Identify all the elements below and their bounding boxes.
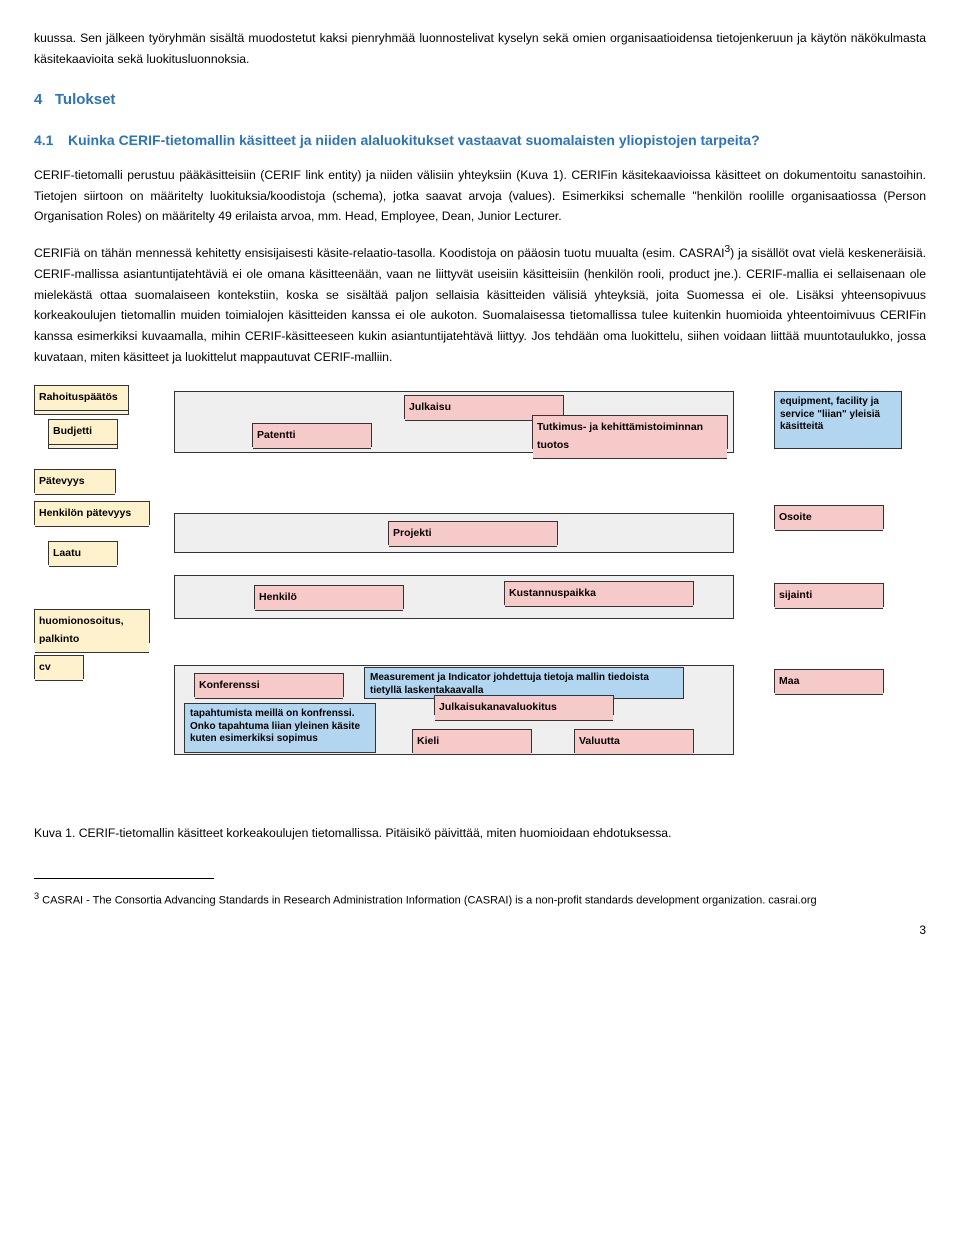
diagram-box-patentti: Patentti	[252, 423, 372, 447]
paragraph-2: CERIF-tietomalli perustuu pääkäsitteisii…	[34, 165, 926, 227]
paragraph-3: CERIFiä on tähän mennessä kehitetty ensi…	[34, 241, 926, 367]
heading-main: 4 Tulokset	[34, 87, 926, 113]
heading-main-num: 4	[34, 91, 42, 108]
page-number: 3	[34, 920, 926, 940]
figure-caption: Kuva 1. CERIF-tietomallin käsitteet kork…	[34, 823, 926, 844]
heading-sub: 4.1 Kuinka CERIF-tietomallin käsitteet j…	[34, 129, 926, 153]
footnote-text: CASRAI - The Consortia Advancing Standar…	[39, 895, 817, 907]
diagram-box-julkaisukanava: Julkaisukanavaluokitus	[434, 695, 614, 715]
diagram-box-henkpatevyys: Henkilön pätevyys	[34, 501, 150, 525]
diagram-box-osoite: Osoite	[774, 505, 884, 529]
diagram-box-projekti: Projekti	[388, 521, 558, 545]
paragraph-3b: ) ja sisällöt ovat vielä keskeneräisiä. …	[34, 246, 926, 364]
heading-sub-num: 4.1	[34, 129, 68, 153]
diagram-box-budjetti: Budjetti	[48, 419, 118, 449]
diagram-box-patevyys: Pätevyys	[34, 469, 116, 493]
footnote-rule	[34, 878, 214, 879]
diagram-box-kieli: Kieli	[412, 729, 532, 753]
diagram-box-huomio: huomionosoitus, palkinto	[34, 609, 150, 643]
heading-sub-text: Kuinka CERIF-tietomallin käsitteet ja ni…	[68, 129, 926, 153]
diagram-box-laatu: Laatu	[48, 541, 118, 565]
diagram-box-maa: Maa	[774, 669, 884, 693]
diagram-box-henkilo: Henkilö	[254, 585, 404, 609]
diagram-box-cv: cv	[34, 655, 84, 679]
diagram-box-valuutta: Valuutta	[574, 729, 694, 753]
diagram-box-kustannus: Kustannuspaikka	[504, 581, 694, 605]
diagram-box-sijainti: sijainti	[774, 583, 884, 607]
heading-main-text: Tulokset	[55, 91, 116, 108]
diagram-box-konferenssi: Konferenssi	[194, 673, 344, 697]
diagram-box-rahoituspaatos: Rahoituspäätös	[34, 385, 129, 415]
cerif-diagram: RahoituspäätösBudjettiJulkaisuPatenttiTu…	[34, 385, 924, 805]
diagram-box-tapahtumista: tapahtumista meillä on konfrenssi. Onko …	[184, 703, 376, 753]
footnote: 3 CASRAI - The Consortia Advancing Stand…	[34, 890, 926, 909]
diagram-container: RahoituspäätösBudjettiJulkaisuPatenttiTu…	[34, 385, 926, 805]
paragraph-3a: CERIFiä on tähän mennessä kehitetty ensi…	[34, 246, 724, 260]
diagram-box-equipnote: equipment, facility ja service "liian" y…	[774, 391, 902, 449]
diagram-box-tuotos: Tutkimus- ja kehittämistoiminnan tuotos	[532, 415, 728, 449]
paragraph-intro: kuussa. Sen jälkeen työryhmän sisältä mu…	[34, 28, 926, 69]
